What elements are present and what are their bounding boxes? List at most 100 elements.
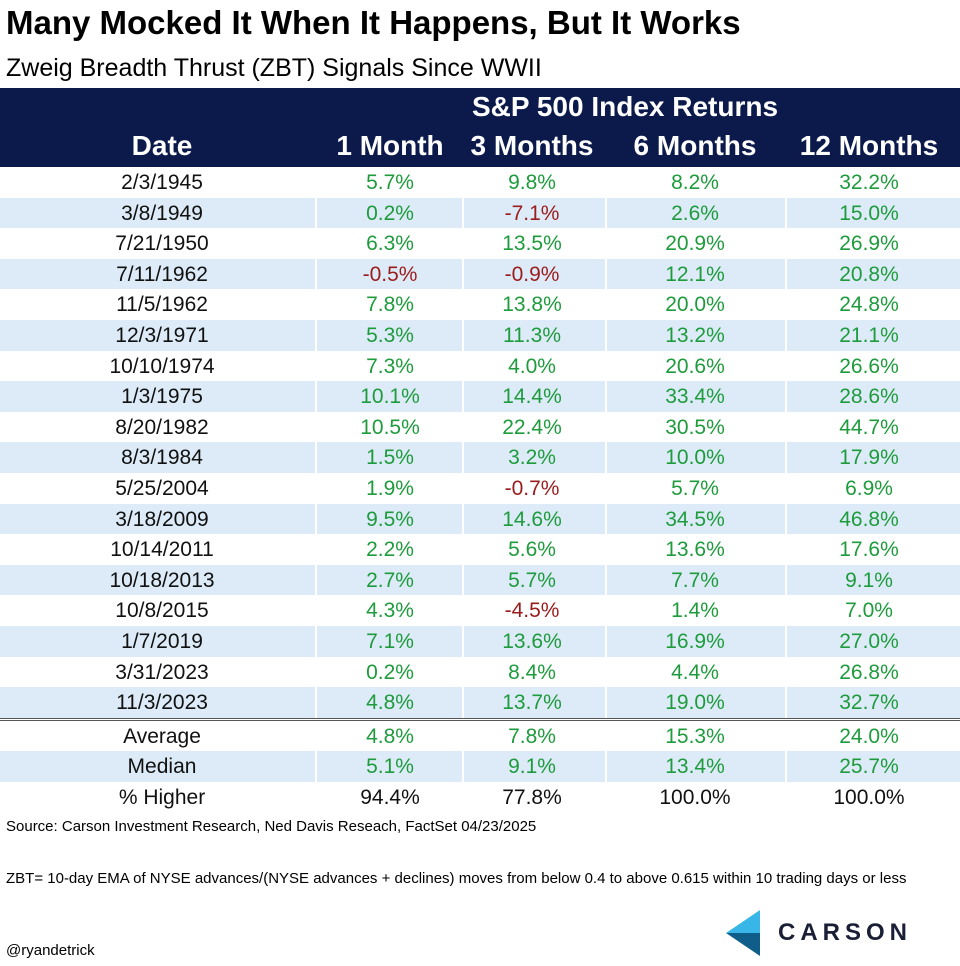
date-cell: 3/31/2023 (115, 660, 209, 684)
return-cell-6-months: 20.9% (665, 232, 725, 256)
return-cell-3-months: -0.7% (504, 476, 560, 500)
table-row: 10/18/2013 2.7% 5.7% 7.7% 9.1% (0, 564, 960, 596)
summary-label: % Higher (118, 785, 206, 809)
return-cell-12-months: 46.8% (839, 507, 899, 531)
column-header-6-months: 6 Months (633, 130, 757, 161)
date-cell: 10/18/2013 (109, 568, 215, 592)
return-cell-12-months: 17.6% (839, 538, 899, 562)
return-cell-3-months: 7.8% (508, 724, 556, 748)
return-cell-1-month: 5.1% (366, 755, 414, 779)
date-cell: 2/3/1945 (121, 171, 203, 194)
date-cell: 11/3/2023 (116, 691, 208, 715)
return-cell-3-months: 22.4% (502, 415, 562, 439)
return-cell-12-months: 27.0% (839, 629, 899, 653)
date-cell: 10/14/2011 (110, 538, 214, 562)
return-cell-1-month: 6.3% (366, 232, 414, 256)
date-cell: 10/10/1974 (109, 354, 215, 378)
return-cell-12-months: 24.8% (839, 293, 899, 317)
return-cell-3-months: 9.8% (508, 171, 556, 194)
return-cell-12-months: 20.8% (839, 262, 899, 286)
return-cell-1-month: 4.8% (366, 691, 414, 715)
return-cell-6-months: 16.9% (665, 629, 725, 653)
return-cell-3-months: 77.8% (502, 785, 562, 809)
return-cell-6-months: 19.0% (665, 691, 725, 715)
return-cell-6-months: 7.7% (671, 568, 719, 592)
source-note: Source: Carson Investment Research, Ned … (6, 818, 537, 835)
table-row: 7/21/1950 6.3% 13.5% 20.9% 26.9% (0, 228, 960, 259)
date-cell: 10/8/2015 (115, 599, 209, 623)
table-body: 2/3/1945 5.7% 9.8% 8.2% 32.2% 3/8/1949 0.2% -7.… (0, 167, 960, 813)
return-cell-1-month: 5.3% (366, 323, 414, 347)
summary-label: Median (127, 755, 197, 779)
return-cell-6-months: 4.4% (671, 660, 719, 684)
return-cell-12-months: 26.6% (839, 354, 899, 378)
return-cell-1-month: 4.3% (366, 599, 414, 623)
return-cell-3-months: 11.3% (503, 323, 561, 347)
return-cell-3-months: -7.1% (504, 201, 560, 225)
return-cell-3-months: 14.4% (502, 385, 562, 409)
date-cell: 11/5/1962 (116, 293, 208, 317)
return-cell-12-months: 100.0% (833, 785, 905, 809)
date-cell: 1/3/1975 (121, 385, 203, 409)
return-cell-3-months: 13.7% (502, 691, 562, 715)
logo-text: CARSON (778, 919, 913, 946)
return-cell-3-months: 13.5% (502, 232, 562, 256)
summary-row: % Higher 94.4% 77.8% 100.0% 100.0% (0, 781, 960, 813)
table-row: 1/3/1975 10.1% 14.4% 33.4% 28.6% (0, 381, 960, 412)
return-cell-1-month: 7.8% (366, 293, 414, 317)
date-cell: 3/18/2009 (115, 507, 209, 531)
return-cell-1-month: 4.8% (366, 724, 414, 748)
return-cell-6-months: 15.3% (665, 724, 725, 748)
return-cell-6-months: 13.2% (665, 323, 725, 347)
return-cell-12-months: 32.7% (839, 691, 899, 715)
carson-chevron-icon (726, 910, 760, 956)
return-cell-3-months: 9.1% (508, 755, 556, 779)
return-cell-1-month: 10.1% (360, 385, 420, 409)
return-cell-3-months: 4.0% (508, 354, 556, 378)
column-header-3-months: 3 Months (470, 130, 594, 161)
summary-row: Median 5.1% 9.1% 13.4% 25.7% (0, 751, 960, 782)
return-cell-12-months: 24.0% (839, 724, 899, 748)
return-cell-1-month: -0.5% (362, 262, 418, 286)
return-cell-3-months: 5.6% (508, 538, 556, 562)
date-cell: 8/3/1984 (121, 446, 203, 470)
return-cell-3-months: 13.8% (502, 293, 562, 317)
return-cell-12-months: 17.9% (839, 446, 899, 470)
table-row: 10/14/2011 2.2% 5.6% 13.6% 17.6% (0, 534, 960, 565)
table-row: 8/20/1982 10.5% 22.4% 30.5% 44.7% (0, 411, 960, 443)
date-cell: 1/7/2019 (121, 629, 203, 653)
return-cell-1-month: 1.9% (366, 476, 414, 500)
return-cell-1-month: 94.4% (360, 785, 420, 809)
return-cell-3-months: 3.2% (508, 446, 556, 470)
date-cell: 5/25/2004 (115, 476, 209, 500)
summary-row: Average 4.8% 7.8% 15.3% 24.0% (0, 720, 960, 752)
table-row: 10/10/1974 7.3% 4.0% 20.6% 26.6% (0, 350, 960, 382)
summary-label: Average (123, 724, 201, 748)
return-cell-3-months: -4.5% (504, 599, 560, 623)
return-cell-12-months: 28.6% (839, 385, 899, 409)
returns-table: S&P 500 Index Returns Date 1 Month 3 Month… (0, 88, 960, 813)
return-cell-12-months: 26.8% (839, 660, 899, 684)
date-cell: 7/11/1962 (116, 262, 208, 286)
carson-logo: CARSON (726, 910, 946, 958)
chart-subtitle: Zweig Breadth Thrust (ZBT) Signals Since… (6, 54, 542, 82)
column-header-12-months: 12 Months (799, 130, 939, 161)
table-row: 11/5/1962 7.8% 13.8% 20.0% 24.8% (0, 289, 960, 320)
return-cell-12-months: 25.7% (839, 755, 899, 779)
return-cell-6-months: 1.4% (671, 599, 719, 623)
return-cell-1-month: 0.2% (366, 201, 414, 225)
return-cell-1-month: 0.2% (366, 660, 414, 684)
return-cell-12-months: 32.2% (839, 171, 899, 194)
return-cell-12-months: 44.7% (839, 415, 899, 439)
date-cell: 3/8/1949 (121, 201, 203, 225)
table-row: 10/8/2015 4.3% -4.5% 1.4% 7.0% (0, 595, 960, 626)
return-cell-6-months: 30.5% (665, 415, 725, 439)
return-cell-12-months: 9.1% (845, 568, 893, 592)
chart-title: Many Mocked It When It Happens, But It W… (6, 4, 741, 41)
return-cell-6-months: 5.7% (671, 476, 719, 500)
return-cell-12-months: 6.9% (845, 476, 893, 500)
column-header-date: Date (131, 130, 193, 161)
return-cell-6-months: 12.1% (665, 262, 725, 286)
return-cell-3-months: -0.9% (504, 262, 560, 286)
return-cell-3-months: 8.4% (508, 660, 556, 684)
